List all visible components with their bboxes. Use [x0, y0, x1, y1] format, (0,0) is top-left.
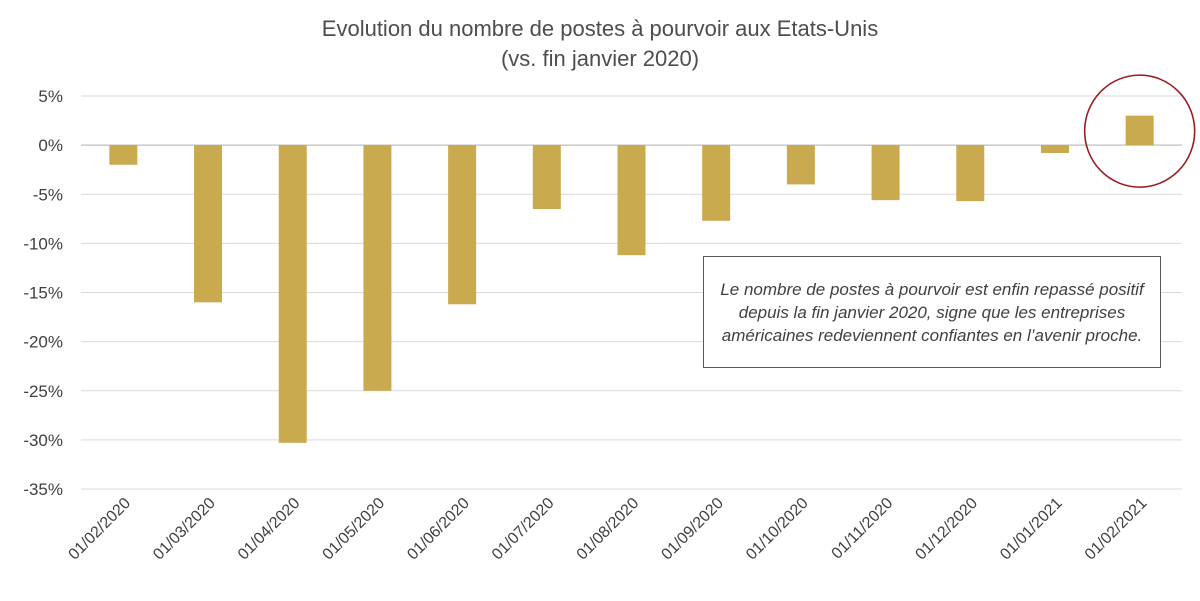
- y-tick-label: -15%: [23, 284, 63, 303]
- bar: [363, 145, 392, 391]
- bar: [617, 145, 646, 256]
- y-tick-label: -25%: [23, 382, 63, 401]
- y-tick-label: -20%: [23, 333, 63, 352]
- bar: [871, 145, 900, 201]
- x-tick-label: 01/09/2020: [658, 495, 727, 564]
- bar: [702, 145, 731, 221]
- bar: [278, 145, 307, 443]
- chart-subtitle: (vs. fin janvier 2020): [501, 46, 699, 71]
- x-tick-label: 01/06/2020: [404, 495, 473, 564]
- bar: [786, 145, 815, 185]
- x-tick-label: 01/07/2020: [489, 495, 558, 564]
- y-tick-label: 0%: [38, 136, 63, 155]
- x-tick-label: 01/02/2021: [1082, 495, 1151, 564]
- x-tick-label: 01/03/2020: [150, 495, 219, 564]
- bar: [1125, 115, 1154, 146]
- bar: [448, 145, 477, 305]
- x-tick-label: 01/10/2020: [743, 495, 812, 564]
- x-axis-ticks: 01/02/2020 01/03/2020 01/04/2020 01/05/2020…: [66, 495, 1151, 564]
- highlight-circle: [1083, 74, 1196, 188]
- y-tick-label: -35%: [23, 480, 63, 499]
- y-axis-ticks: 5% 0% -5% -10% -15% -20% -25% -30% -35%: [23, 87, 63, 499]
- chart-title: Evolution du nombre de postes à pourvoir…: [322, 16, 878, 41]
- y-tick-label: -10%: [23, 234, 63, 253]
- highlight-layer: [1083, 74, 1196, 188]
- x-tick-label: 01/05/2020: [320, 495, 389, 564]
- x-tick-label: 01/11/2020: [829, 495, 897, 563]
- y-tick-label: 5%: [38, 87, 63, 106]
- bars: [109, 115, 1154, 443]
- x-tick-label: 01/02/2020: [66, 495, 135, 564]
- bar: [956, 145, 985, 202]
- annotation-box: Le nombre de postes à pourvoir est enfin…: [703, 256, 1161, 368]
- x-tick-label: 01/12/2020: [912, 495, 981, 564]
- x-tick-label: 01/01/2021: [997, 495, 1066, 564]
- x-tick-label: 01/04/2020: [235, 495, 304, 564]
- bar: [109, 145, 138, 165]
- y-tick-label: -5%: [33, 185, 63, 204]
- annotation-text: Le nombre de postes à pourvoir est enfin…: [720, 279, 1144, 345]
- y-tick-label: -30%: [23, 431, 63, 450]
- bar: [194, 145, 223, 303]
- x-tick-label: 01/08/2020: [574, 495, 643, 564]
- bar: [1040, 145, 1069, 153]
- bar: [532, 145, 561, 209]
